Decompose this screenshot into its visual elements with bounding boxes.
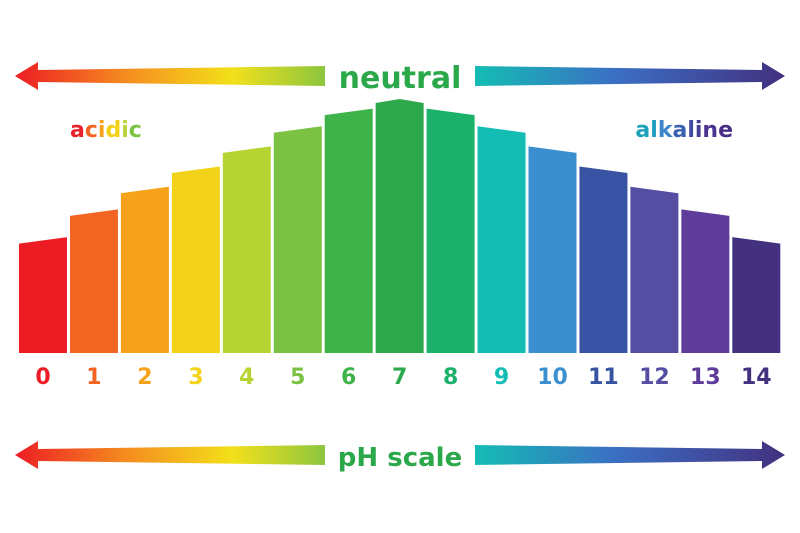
ph-bar-10: [528, 146, 577, 353]
ph-number-1: 1: [86, 365, 101, 390]
ph-bar-3: [171, 166, 220, 353]
ph-bars: [19, 99, 781, 354]
neutral-label: neutral: [339, 61, 462, 96]
ph-bar-11: [579, 166, 628, 353]
ph-bar-7: [375, 99, 424, 353]
ph-number-5: 5: [290, 365, 305, 390]
ph-scale-label: pH scale: [338, 443, 462, 473]
ph-number-8: 8: [443, 365, 458, 390]
ph-number-7: 7: [392, 365, 407, 390]
alkaline-label: alkaline: [635, 118, 733, 143]
ph-bar-14: [732, 237, 781, 353]
ph-numbers: 0 1 2 3 4 5 6 7 8 9 10 11 12 13 14: [35, 365, 771, 390]
ph-number-3: 3: [188, 365, 203, 390]
ph-bar-0: [19, 237, 67, 353]
ph-bar-9: [477, 126, 526, 354]
bottom-acidic-arrow: [15, 441, 325, 469]
ph-bar-6: [324, 108, 373, 353]
top-acidic-arrow: [15, 62, 325, 90]
ph-number-13: 13: [690, 365, 721, 390]
ph-number-0: 0: [35, 365, 50, 390]
ph-number-9: 9: [494, 365, 509, 390]
ph-bar-5: [273, 126, 322, 354]
ph-number-11: 11: [588, 365, 619, 390]
top-alkaline-arrow: [475, 62, 785, 90]
ph-number-4: 4: [239, 365, 254, 390]
ph-bar-12: [630, 186, 679, 353]
ph-bar-4: [222, 146, 271, 353]
ph-bar-2: [120, 186, 169, 353]
ph-bar-13: [681, 209, 730, 353]
acidic-label: acidic: [70, 118, 142, 143]
ph-bar-1: [69, 209, 118, 353]
ph-number-10: 10: [537, 365, 568, 390]
ph-bar-8: [426, 108, 475, 353]
ph-number-2: 2: [137, 365, 152, 390]
ph-number-6: 6: [341, 365, 356, 390]
ph-number-14: 14: [741, 365, 772, 390]
ph-number-12: 12: [639, 365, 670, 390]
bottom-alkaline-arrow: [475, 441, 785, 469]
